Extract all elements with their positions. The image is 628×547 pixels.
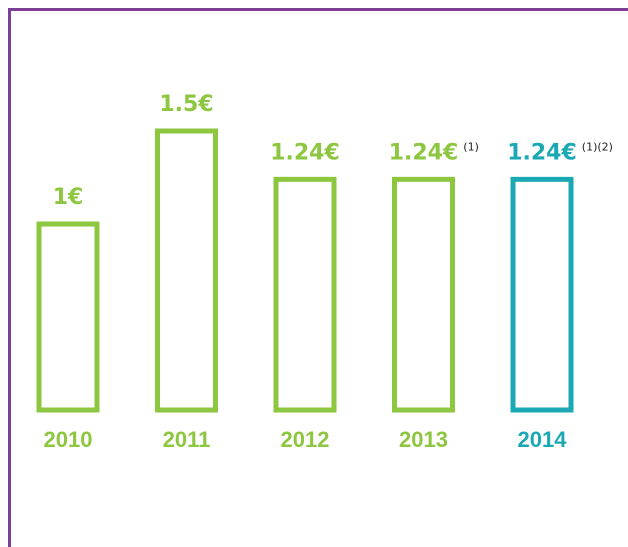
bar xyxy=(155,128,218,413)
value-label: 1.24€ xyxy=(389,140,459,165)
x-tick-label: 2013 xyxy=(399,427,448,452)
footnote-marker: (1) xyxy=(463,140,479,153)
x-tick-label: 2010 xyxy=(44,427,93,452)
bar xyxy=(392,176,455,413)
x-tick-label: 2014 xyxy=(518,427,568,452)
frame xyxy=(8,8,628,547)
bar xyxy=(510,176,574,413)
value-label: 1.5€ xyxy=(159,92,213,117)
bar xyxy=(273,176,337,413)
bar xyxy=(36,221,100,413)
x-tick-label: 2012 xyxy=(281,427,330,452)
x-tick-label: 2011 xyxy=(163,427,211,452)
footnote-marker: (1)(2) xyxy=(582,140,613,153)
value-label: 1€ xyxy=(53,185,84,210)
value-label: 1.24€ xyxy=(270,140,340,165)
value-label: 1.24€ xyxy=(507,140,577,165)
